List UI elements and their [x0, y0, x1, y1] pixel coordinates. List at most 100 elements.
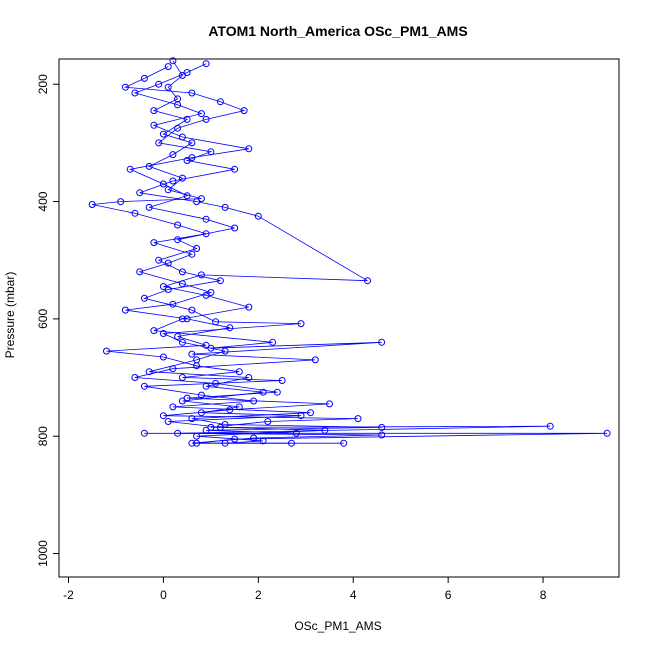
data-point — [197, 110, 205, 118]
data-point — [235, 403, 243, 411]
data-point — [183, 69, 191, 76]
data-point — [202, 60, 210, 68]
data-point — [202, 382, 210, 390]
data-point — [245, 303, 253, 311]
data-point — [169, 57, 177, 65]
x-axis-label: OSc_PM1_AMS — [294, 619, 381, 633]
data-point — [197, 409, 205, 417]
data-layer — [88, 57, 611, 447]
data-point — [140, 74, 148, 82]
data-point — [188, 89, 196, 97]
x-tick-label: -2 — [63, 588, 74, 602]
data-point — [188, 154, 196, 162]
data-point — [188, 439, 196, 447]
x-axis: -2 0 2 4 6 8 — [63, 577, 547, 602]
data-point — [188, 139, 196, 147]
data-point — [226, 406, 234, 414]
data-point — [288, 439, 295, 447]
data-point — [297, 320, 305, 328]
data-point — [131, 374, 139, 381]
data-point — [193, 245, 201, 252]
data-point — [231, 224, 239, 232]
x-tick-label: 8 — [540, 588, 547, 602]
y-axis-label: Pressure (mbar) — [3, 272, 17, 359]
data-point — [164, 83, 172, 91]
data-point — [546, 422, 554, 430]
data-point — [207, 423, 215, 431]
x-tick-label: 4 — [350, 588, 357, 602]
data-point — [155, 80, 163, 88]
data-point — [202, 215, 210, 223]
data-point — [121, 83, 129, 91]
data-point — [103, 347, 110, 355]
data-point — [202, 115, 210, 123]
data-point — [155, 139, 163, 147]
data-point — [174, 124, 182, 132]
series-line — [128, 63, 325, 444]
data-point — [178, 133, 186, 141]
data-point — [221, 347, 229, 355]
data-point — [292, 429, 300, 437]
data-point — [159, 353, 167, 361]
data-point — [264, 418, 272, 425]
data-point — [136, 268, 144, 276]
data-point — [183, 115, 191, 123]
data-point — [159, 330, 167, 337]
data-point — [259, 437, 267, 445]
data-point — [326, 400, 333, 408]
chart-title: ATOM1 North_America OSc_PM1_AMS — [208, 23, 467, 39]
data-point — [174, 221, 182, 229]
data-point — [188, 250, 196, 258]
x-tick-label: 6 — [445, 588, 452, 602]
y-axis: 200 400 600 800 1000 — [36, 74, 59, 567]
data-point — [297, 412, 305, 420]
data-point — [131, 89, 139, 97]
data-point — [155, 256, 163, 264]
data-point — [245, 374, 253, 381]
y-tick-label: 400 — [36, 191, 50, 211]
data-point — [121, 306, 129, 314]
data-point — [164, 63, 172, 71]
data-point — [150, 107, 158, 115]
data-point — [178, 374, 186, 381]
data-point — [178, 338, 186, 346]
data-point — [216, 423, 224, 431]
data-point — [88, 201, 96, 208]
data-point — [254, 212, 262, 220]
data-point — [174, 333, 182, 340]
data-point — [150, 239, 158, 247]
data-point — [273, 388, 281, 396]
data-point — [145, 203, 153, 211]
data-point — [269, 338, 277, 346]
data-point — [188, 306, 196, 314]
data-point — [197, 391, 205, 399]
data-point — [378, 431, 386, 439]
data-point — [150, 121, 158, 129]
series-line — [123, 66, 551, 444]
data-point — [136, 189, 144, 197]
data-point — [164, 286, 172, 293]
data-point — [174, 101, 182, 109]
y-tick-label: 800 — [36, 426, 50, 446]
data-point — [131, 209, 139, 217]
data-point — [216, 277, 224, 285]
data-point — [178, 268, 186, 276]
data-point — [150, 327, 158, 335]
data-point — [212, 318, 220, 326]
x-tick-label: 0 — [160, 588, 167, 602]
data-point — [169, 151, 177, 159]
data-point — [183, 192, 191, 200]
data-point — [140, 382, 148, 390]
data-point — [231, 165, 239, 173]
data-point — [174, 236, 182, 244]
series-line — [92, 60, 608, 444]
data-point — [178, 315, 186, 323]
data-point — [216, 98, 224, 106]
data-point — [193, 356, 201, 364]
data-point — [221, 439, 229, 447]
data-point — [193, 432, 201, 440]
data-point — [159, 180, 167, 188]
data-point — [159, 412, 167, 420]
